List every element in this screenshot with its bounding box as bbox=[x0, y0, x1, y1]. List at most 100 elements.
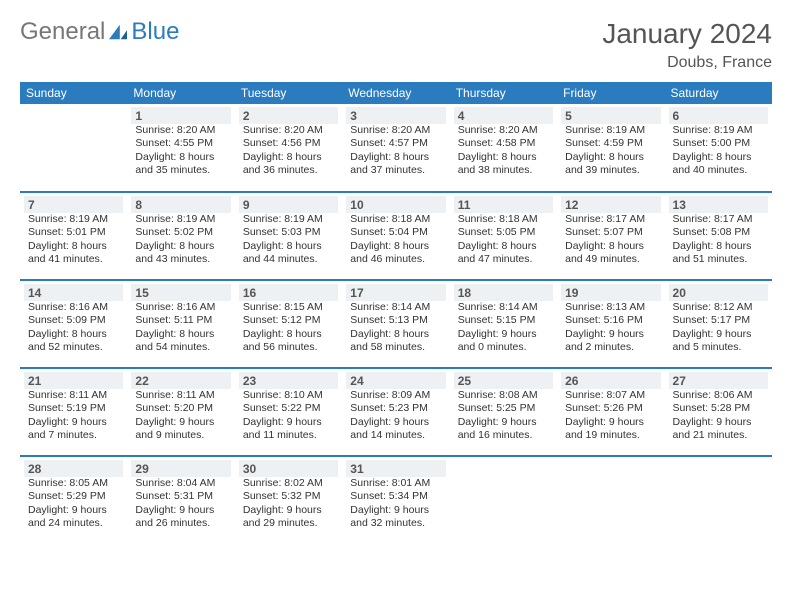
month-title: January 2024 bbox=[602, 18, 772, 50]
day-info: Sunrise: 8:18 AMSunset: 5:04 PMDaylight:… bbox=[346, 213, 445, 271]
day-info: Sunrise: 8:19 AMSunset: 5:03 PMDaylight:… bbox=[239, 213, 338, 271]
calendar-week-row: 1Sunrise: 8:20 AMSunset: 4:55 PMDaylight… bbox=[20, 104, 772, 192]
sunrise-line: Sunrise: 8:09 AM bbox=[350, 389, 441, 402]
daylight-line: Daylight: 9 hours and 9 minutes. bbox=[135, 416, 226, 443]
day-number: 2 bbox=[239, 107, 338, 124]
day-number: 30 bbox=[239, 460, 338, 477]
daylight-line: Daylight: 8 hours and 56 minutes. bbox=[243, 328, 334, 355]
sunset-line: Sunset: 5:25 PM bbox=[458, 402, 549, 415]
calendar-day-cell bbox=[665, 456, 772, 544]
sunset-line: Sunset: 5:01 PM bbox=[28, 226, 119, 239]
sunrise-line: Sunrise: 8:19 AM bbox=[565, 124, 656, 137]
sunset-line: Sunset: 5:34 PM bbox=[350, 490, 441, 503]
calendar-day-cell: 6Sunrise: 8:19 AMSunset: 5:00 PMDaylight… bbox=[665, 104, 772, 192]
sunrise-line: Sunrise: 8:20 AM bbox=[350, 124, 441, 137]
daylight-line: Daylight: 9 hours and 5 minutes. bbox=[673, 328, 764, 355]
daylight-line: Daylight: 9 hours and 16 minutes. bbox=[458, 416, 549, 443]
calendar-day-cell: 2Sunrise: 8:20 AMSunset: 4:56 PMDaylight… bbox=[235, 104, 342, 192]
daylight-line: Daylight: 8 hours and 36 minutes. bbox=[243, 151, 334, 178]
calendar-day-cell: 15Sunrise: 8:16 AMSunset: 5:11 PMDayligh… bbox=[127, 280, 234, 368]
weekday-header-row: Sunday Monday Tuesday Wednesday Thursday… bbox=[20, 82, 772, 104]
sunrise-line: Sunrise: 8:19 AM bbox=[243, 213, 334, 226]
sunrise-line: Sunrise: 8:17 AM bbox=[565, 213, 656, 226]
calendar-day-cell: 18Sunrise: 8:14 AMSunset: 5:15 PMDayligh… bbox=[450, 280, 557, 368]
day-info: Sunrise: 8:20 AMSunset: 4:57 PMDaylight:… bbox=[346, 124, 445, 182]
calendar-day-cell: 1Sunrise: 8:20 AMSunset: 4:55 PMDaylight… bbox=[127, 104, 234, 192]
calendar-day-cell: 3Sunrise: 8:20 AMSunset: 4:57 PMDaylight… bbox=[342, 104, 449, 192]
sunrise-line: Sunrise: 8:14 AM bbox=[458, 301, 549, 314]
calendar-week-row: 7 Sunrise: 8:19 AM Sunset: 5:01 PM Daylight… bbox=[20, 192, 772, 280]
sunset-line: Sunset: 4:58 PM bbox=[458, 137, 549, 150]
sunset-line: Sunset: 5:15 PM bbox=[458, 314, 549, 327]
day-number: 8 bbox=[131, 196, 230, 213]
daylight-line: Daylight: 9 hours and 26 minutes. bbox=[135, 504, 226, 531]
daylight-line: Daylight: 8 hours and 47 minutes. bbox=[458, 240, 549, 267]
calendar-day-cell: 14Sunrise: 8:16 AMSunset: 5:09 PMDayligh… bbox=[20, 280, 127, 368]
calendar-day-cell: 20Sunrise: 8:12 AMSunset: 5:17 PMDayligh… bbox=[665, 280, 772, 368]
sunset-line: Sunset: 5:31 PM bbox=[135, 490, 226, 503]
calendar-day-cell: 4Sunrise: 8:20 AMSunset: 4:58 PMDaylight… bbox=[450, 104, 557, 192]
day-info: Sunrise: 8:05 AMSunset: 5:29 PMDaylight:… bbox=[24, 477, 123, 535]
weekday-header: Tuesday bbox=[235, 82, 342, 104]
calendar-day-cell: 17Sunrise: 8:14 AMSunset: 5:13 PMDayligh… bbox=[342, 280, 449, 368]
calendar-day-cell: 22Sunrise: 8:11 AMSunset: 5:20 PMDayligh… bbox=[127, 368, 234, 456]
brand-part1: General bbox=[20, 18, 105, 46]
calendar-day-cell: 28Sunrise: 8:05 AMSunset: 5:29 PMDayligh… bbox=[20, 456, 127, 544]
daylight-line: Daylight: 8 hours and 51 minutes. bbox=[673, 240, 764, 267]
day-info: Sunrise: 8:09 AMSunset: 5:23 PMDaylight:… bbox=[346, 389, 445, 447]
sunrise-line: Sunrise: 8:04 AM bbox=[135, 477, 226, 490]
day-number: 16 bbox=[239, 284, 338, 301]
calendar-day-cell: 7Sunrise: 8:19 AMSunset: 5:01 PMDaylight… bbox=[20, 192, 127, 280]
sunrise-line: Sunrise: 8:19 AM bbox=[135, 213, 226, 226]
day-number: 19 bbox=[561, 284, 660, 301]
sunset-line: Sunset: 5:23 PM bbox=[350, 402, 441, 415]
brand-logo: General Blue bbox=[20, 18, 179, 46]
day-info: Sunrise: 8:08 AMSunset: 5:25 PMDaylight:… bbox=[454, 389, 553, 447]
daylight-line: Daylight: 8 hours and 44 minutes. bbox=[243, 240, 334, 267]
day-info: Sunrise: 8:16 AMSunset: 5:11 PMDaylight:… bbox=[131, 301, 230, 359]
calendar-day-cell: 5Sunrise: 8:19 AMSunset: 4:59 PMDaylight… bbox=[557, 104, 664, 192]
sunset-line: Sunset: 5:11 PM bbox=[135, 314, 226, 327]
sunrise-line: Sunrise: 8:01 AM bbox=[350, 477, 441, 490]
calendar-day-cell: 8Sunrise: 8:19 AMSunset: 5:02 PMDaylight… bbox=[127, 192, 234, 280]
weekday-header: Sunday bbox=[20, 82, 127, 104]
daylight-line: Daylight: 8 hours and 43 minutes. bbox=[135, 240, 226, 267]
sunset-line: Sunset: 4:56 PM bbox=[243, 137, 334, 150]
day-number: 1 bbox=[131, 107, 230, 124]
title-block: January 2024 Doubs, France bbox=[602, 18, 772, 72]
day-number: 6 bbox=[669, 107, 768, 124]
calendar-table: Sunday Monday Tuesday Wednesday Thursday… bbox=[20, 82, 772, 544]
sunset-line: Sunset: 5:08 PM bbox=[673, 226, 764, 239]
day-number: 4 bbox=[454, 107, 553, 124]
day-info: Sunrise: 8:19 AMSunset: 5:00 PMDaylight:… bbox=[669, 124, 768, 182]
day-number: 14 bbox=[24, 284, 123, 301]
daylight-line: Daylight: 9 hours and 21 minutes. bbox=[673, 416, 764, 443]
day-number: 3 bbox=[346, 107, 445, 124]
sunrise-line: Sunrise: 8:06 AM bbox=[673, 389, 764, 402]
day-number: 13 bbox=[669, 196, 768, 213]
sunset-line: Sunset: 5:13 PM bbox=[350, 314, 441, 327]
weekday-header: Thursday bbox=[450, 82, 557, 104]
calendar-week-row: 21Sunrise: 8:11 AMSunset: 5:19 PMDayligh… bbox=[20, 368, 772, 456]
day-number: 15 bbox=[131, 284, 230, 301]
daylight-line: Daylight: 8 hours and 39 minutes. bbox=[565, 151, 656, 178]
sunset-line: Sunset: 5:03 PM bbox=[243, 226, 334, 239]
sunset-line: Sunset: 4:59 PM bbox=[565, 137, 656, 150]
day-number: 29 bbox=[131, 460, 230, 477]
day-info: Sunrise: 8:11 AMSunset: 5:19 PMDaylight:… bbox=[24, 389, 123, 447]
logo-sail-icon bbox=[107, 23, 129, 41]
day-info: Sunrise: 8:18 AMSunset: 5:05 PMDaylight:… bbox=[454, 213, 553, 271]
weekday-header: Wednesday bbox=[342, 82, 449, 104]
daylight-line: Daylight: 9 hours and 32 minutes. bbox=[350, 504, 441, 531]
calendar-day-cell: 25Sunrise: 8:08 AMSunset: 5:25 PMDayligh… bbox=[450, 368, 557, 456]
day-info: Sunrise: 8:19 AMSunset: 5:02 PMDaylight:… bbox=[131, 213, 230, 271]
sunset-line: Sunset: 5:19 PM bbox=[28, 402, 119, 415]
day-number: 7 bbox=[24, 196, 123, 213]
day-number: 24 bbox=[346, 372, 445, 389]
page-header: General Blue January 2024 Doubs, France bbox=[20, 18, 772, 72]
calendar-day-cell: 10Sunrise: 8:18 AMSunset: 5:04 PMDayligh… bbox=[342, 192, 449, 280]
daylight-line: Daylight: 9 hours and 14 minutes. bbox=[350, 416, 441, 443]
sunrise-line: Sunrise: 8:11 AM bbox=[135, 389, 226, 402]
daylight-line: Daylight: 8 hours and 52 minutes. bbox=[28, 328, 119, 355]
calendar-day-cell: 11Sunrise: 8:18 AMSunset: 5:05 PMDayligh… bbox=[450, 192, 557, 280]
